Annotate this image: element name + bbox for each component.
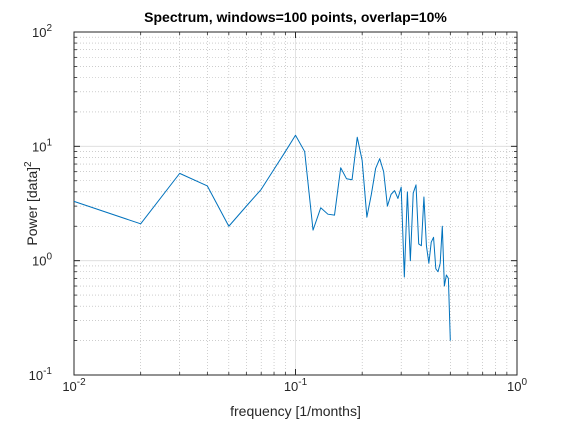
x-tick-label-exponent: 0 xyxy=(521,377,527,388)
y-tick-label-base: 10 xyxy=(32,139,46,154)
x-tick-label-base: 10 xyxy=(62,379,76,394)
grid xyxy=(74,32,517,375)
y-tick-label-base: 10 xyxy=(32,25,46,40)
y-axis-label: Power [data]2 xyxy=(23,161,40,246)
y-axis-label-text: Power [data] xyxy=(24,167,40,246)
y-tick-label-exponent: 2 xyxy=(46,23,52,34)
x-axis-label: frequency [1/months] xyxy=(230,403,361,419)
y-axis-label-superscript: 2 xyxy=(23,161,34,167)
y-tick-label-base: 10 xyxy=(29,368,43,383)
x-tick-label-exponent: -1 xyxy=(298,377,307,388)
y-tick-label-base: 10 xyxy=(32,254,46,269)
x-tick-label-base: 10 xyxy=(284,379,298,394)
chart-title: Spectrum, windows=100 points, overlap=10… xyxy=(144,9,447,25)
y-tick-label-exponent: 0 xyxy=(46,252,52,263)
y-tick-label-exponent: -1 xyxy=(43,366,52,377)
x-tick-label-exponent: -2 xyxy=(77,377,86,388)
y-tick-label-exponent: 1 xyxy=(46,137,52,148)
x-tick-label-base: 10 xyxy=(507,379,521,394)
